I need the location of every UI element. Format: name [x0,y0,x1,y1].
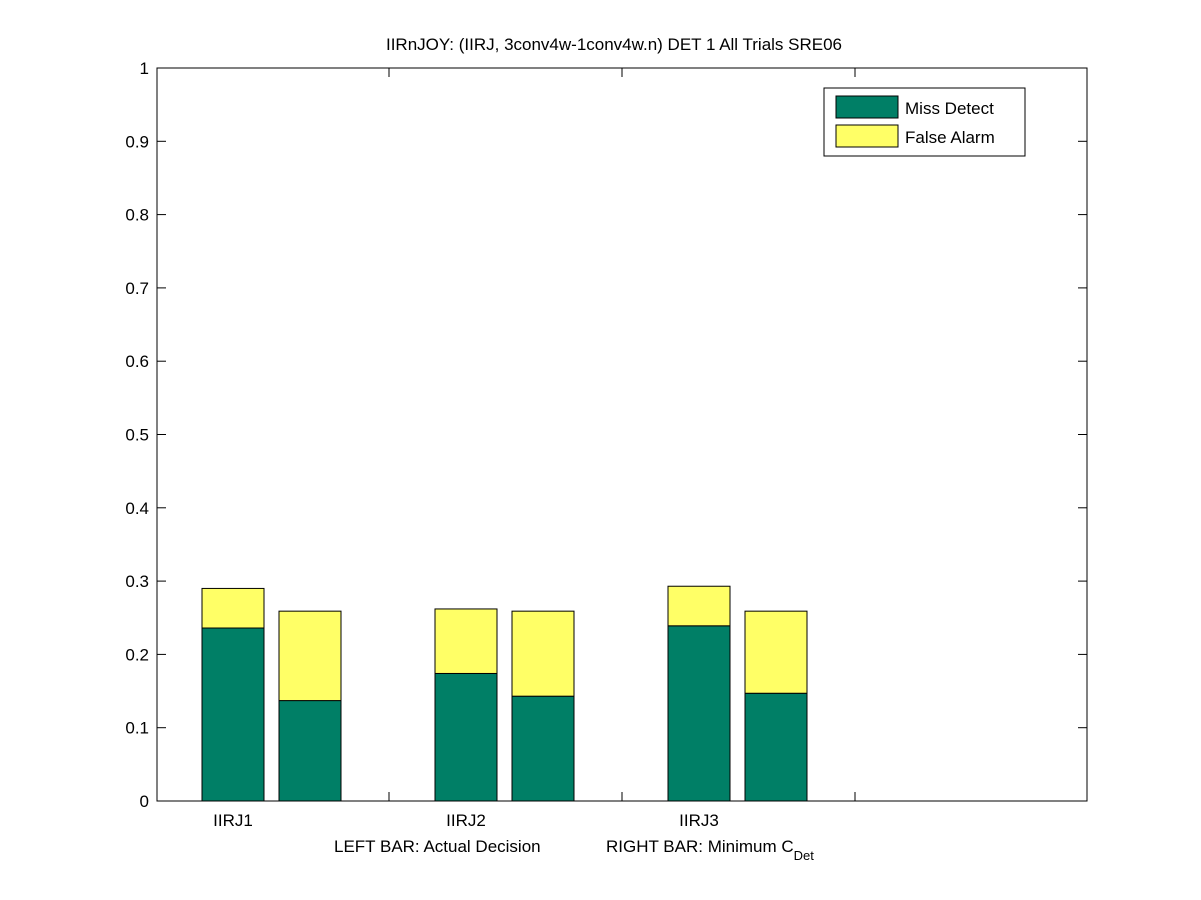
x-axis-label-right-subscript: Det [794,848,815,863]
bars-group [201,585,808,802]
bar-miss-detect [667,625,731,802]
legend-label: False Alarm [905,128,995,147]
bar-false-alarm [744,610,808,694]
y-tick-label: 0 [140,792,149,811]
chart-title: IIRnJOY: (IIRJ, 3conv4w-1conv4w.n) DET 1… [386,35,842,54]
y-tick-label: 0.8 [125,206,149,225]
y-tick-label: 0.3 [125,572,149,591]
x-axis-label-left: LEFT BAR: Actual Decision [334,837,541,856]
x-tick-label: IIRJ2 [446,811,486,830]
bar-false-alarm [201,587,265,629]
x-axis-label-right-main: RIGHT BAR: Minimum C [606,837,794,856]
y-tick-label: 0.4 [125,499,149,518]
y-tick-label: 0.6 [125,352,149,371]
bar-false-alarm [278,610,342,702]
y-tick-label: 0.7 [125,279,149,298]
y-tick-label: 0.2 [125,645,149,664]
bar-miss-detect [201,627,265,802]
x-axis: IIRJ1 IIRJ2 IIRJ3 [213,68,856,830]
legend-swatch [835,95,899,119]
legend: Miss Detect False Alarm [823,87,1026,157]
bar-miss-detect [278,700,342,802]
y-tick-label: 0.9 [125,132,149,151]
bar-miss-detect [434,672,498,802]
bar-false-alarm [667,585,731,627]
y-tick-label: 0.1 [125,719,149,738]
y-tick-label: 1 [140,59,149,78]
bar-miss-detect [511,695,575,802]
bar-false-alarm [511,610,575,697]
x-tick-label: IIRJ1 [213,811,253,830]
x-tick-label: IIRJ3 [679,811,719,830]
y-tick-label: 0.5 [125,426,149,445]
y-axis: 0 0.1 0.2 0.3 0.4 0.5 0.6 0.7 0.8 0.9 1 [125,59,1087,811]
legend-label: Miss Detect [905,99,994,118]
bar-miss-detect [744,692,808,802]
legend-swatch [835,124,899,148]
x-axis-label-right: RIGHT BAR: Minimum CDet [606,837,814,863]
bar-false-alarm [434,608,498,674]
